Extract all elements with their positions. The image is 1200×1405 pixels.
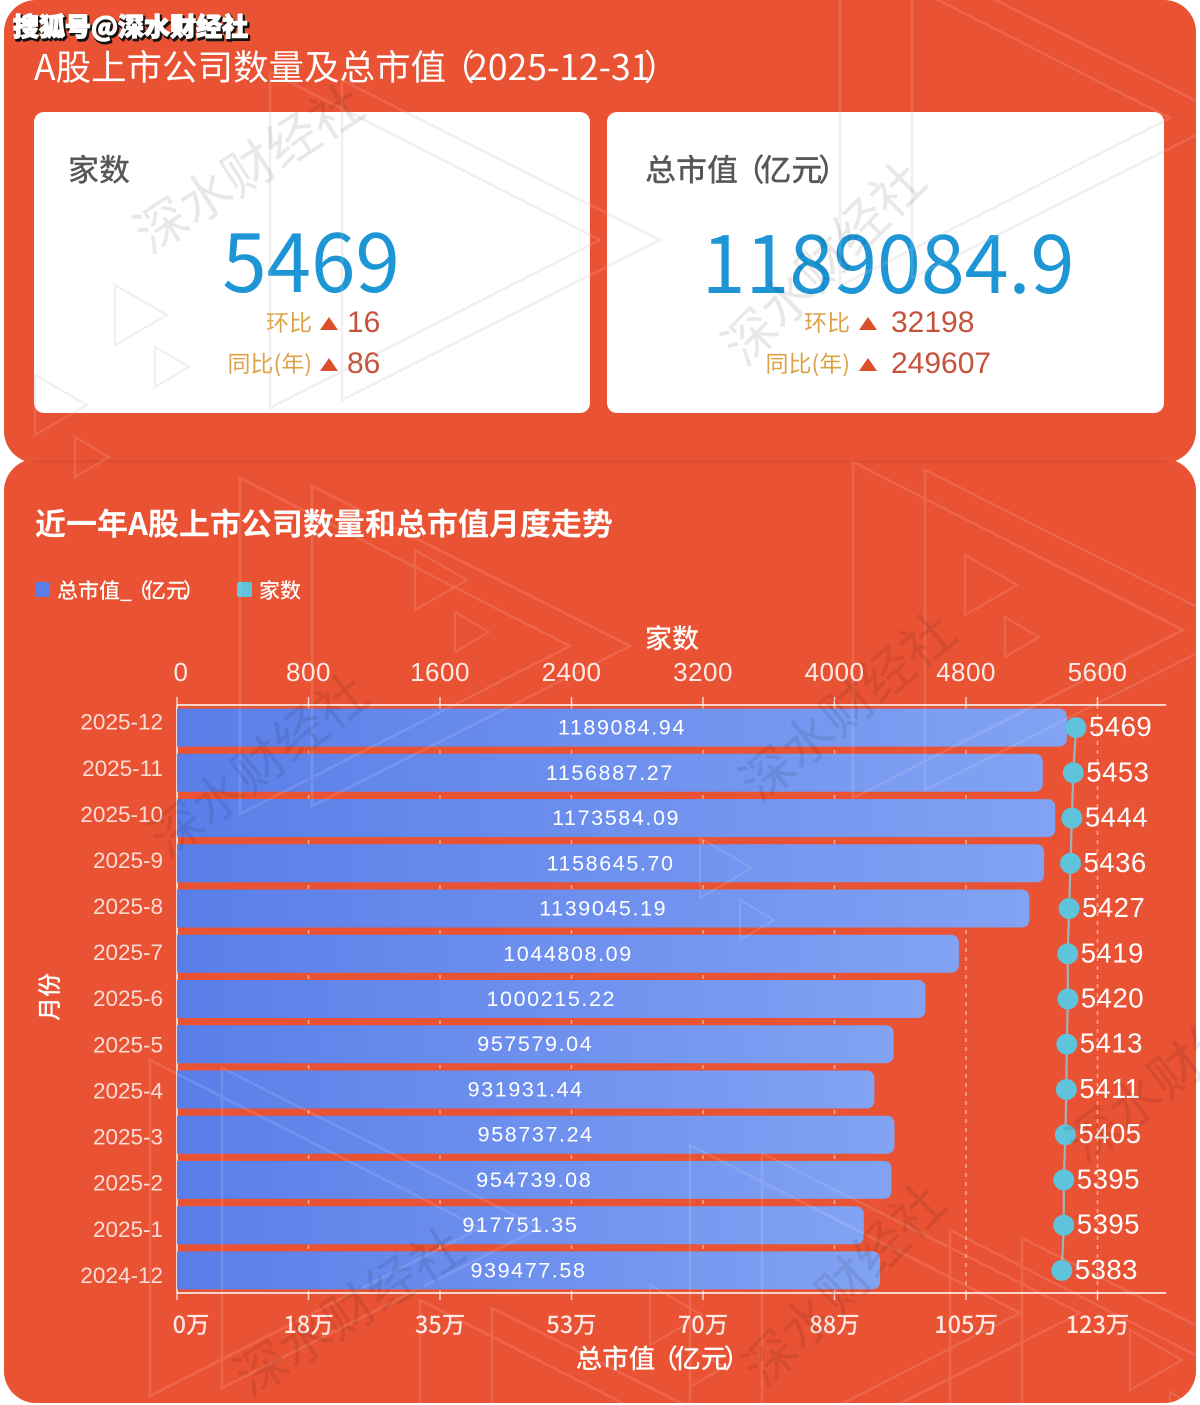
- svg-text:1189084.94: 1189084.94: [558, 716, 686, 740]
- svg-text:2025-5: 2025-5: [93, 1032, 163, 1057]
- svg-text:1000215.22: 1000215.22: [487, 987, 617, 1011]
- svg-text:1044808.09: 1044808.09: [503, 942, 633, 966]
- svg-text:1158645.70: 1158645.70: [547, 851, 675, 875]
- svg-text:5453: 5453: [1086, 756, 1149, 787]
- svg-text:5413: 5413: [1080, 1028, 1143, 1059]
- svg-text:3200: 3200: [673, 657, 733, 687]
- svg-text:2025-9: 2025-9: [93, 848, 163, 873]
- svg-text:5419: 5419: [1081, 937, 1144, 968]
- svg-text:931931.44: 931931.44: [468, 1078, 584, 1102]
- svg-text:2400: 2400: [542, 657, 602, 687]
- svg-text:16: 16: [347, 306, 380, 339]
- svg-text:5420: 5420: [1081, 983, 1144, 1014]
- svg-text:32198: 32198: [891, 306, 974, 339]
- svg-text:5436: 5436: [1084, 847, 1147, 878]
- svg-text:1600: 1600: [410, 657, 470, 687]
- svg-text:2025-2: 2025-2: [93, 1171, 163, 1196]
- svg-text:2025-1: 2025-1: [93, 1217, 163, 1242]
- svg-text:86: 86: [347, 347, 380, 380]
- svg-text:5469: 5469: [1089, 711, 1152, 742]
- svg-text:5395: 5395: [1077, 1163, 1140, 1194]
- svg-text:800: 800: [286, 657, 331, 687]
- svg-text:0: 0: [174, 657, 189, 687]
- svg-text:2025-7: 2025-7: [93, 940, 163, 965]
- svg-text:5427: 5427: [1082, 892, 1145, 923]
- svg-text:1173584.09: 1173584.09: [552, 806, 680, 830]
- svg-text:2025-3: 2025-3: [93, 1125, 163, 1150]
- svg-text:958737.24: 958737.24: [478, 1123, 594, 1147]
- svg-text:1139045.19: 1139045.19: [539, 897, 667, 921]
- svg-text:249607: 249607: [891, 347, 991, 380]
- svg-text:5444: 5444: [1085, 802, 1148, 833]
- svg-text:954739.08: 954739.08: [476, 1168, 592, 1192]
- svg-text:2025-11: 2025-11: [82, 756, 163, 781]
- svg-text:5395: 5395: [1077, 1209, 1140, 1240]
- svg-text:4800: 4800: [936, 657, 996, 687]
- svg-text:939477.58: 939477.58: [470, 1258, 586, 1282]
- svg-text:1156887.27: 1156887.27: [546, 761, 674, 785]
- svg-text:957579.04: 957579.04: [477, 1032, 593, 1056]
- svg-text:2025-6: 2025-6: [93, 986, 163, 1011]
- svg-text:2025-8: 2025-8: [93, 894, 163, 919]
- svg-text:5600: 5600: [1068, 657, 1128, 687]
- svg-text:2025-12: 2025-12: [80, 710, 163, 735]
- svg-text:2025-4: 2025-4: [93, 1079, 163, 1104]
